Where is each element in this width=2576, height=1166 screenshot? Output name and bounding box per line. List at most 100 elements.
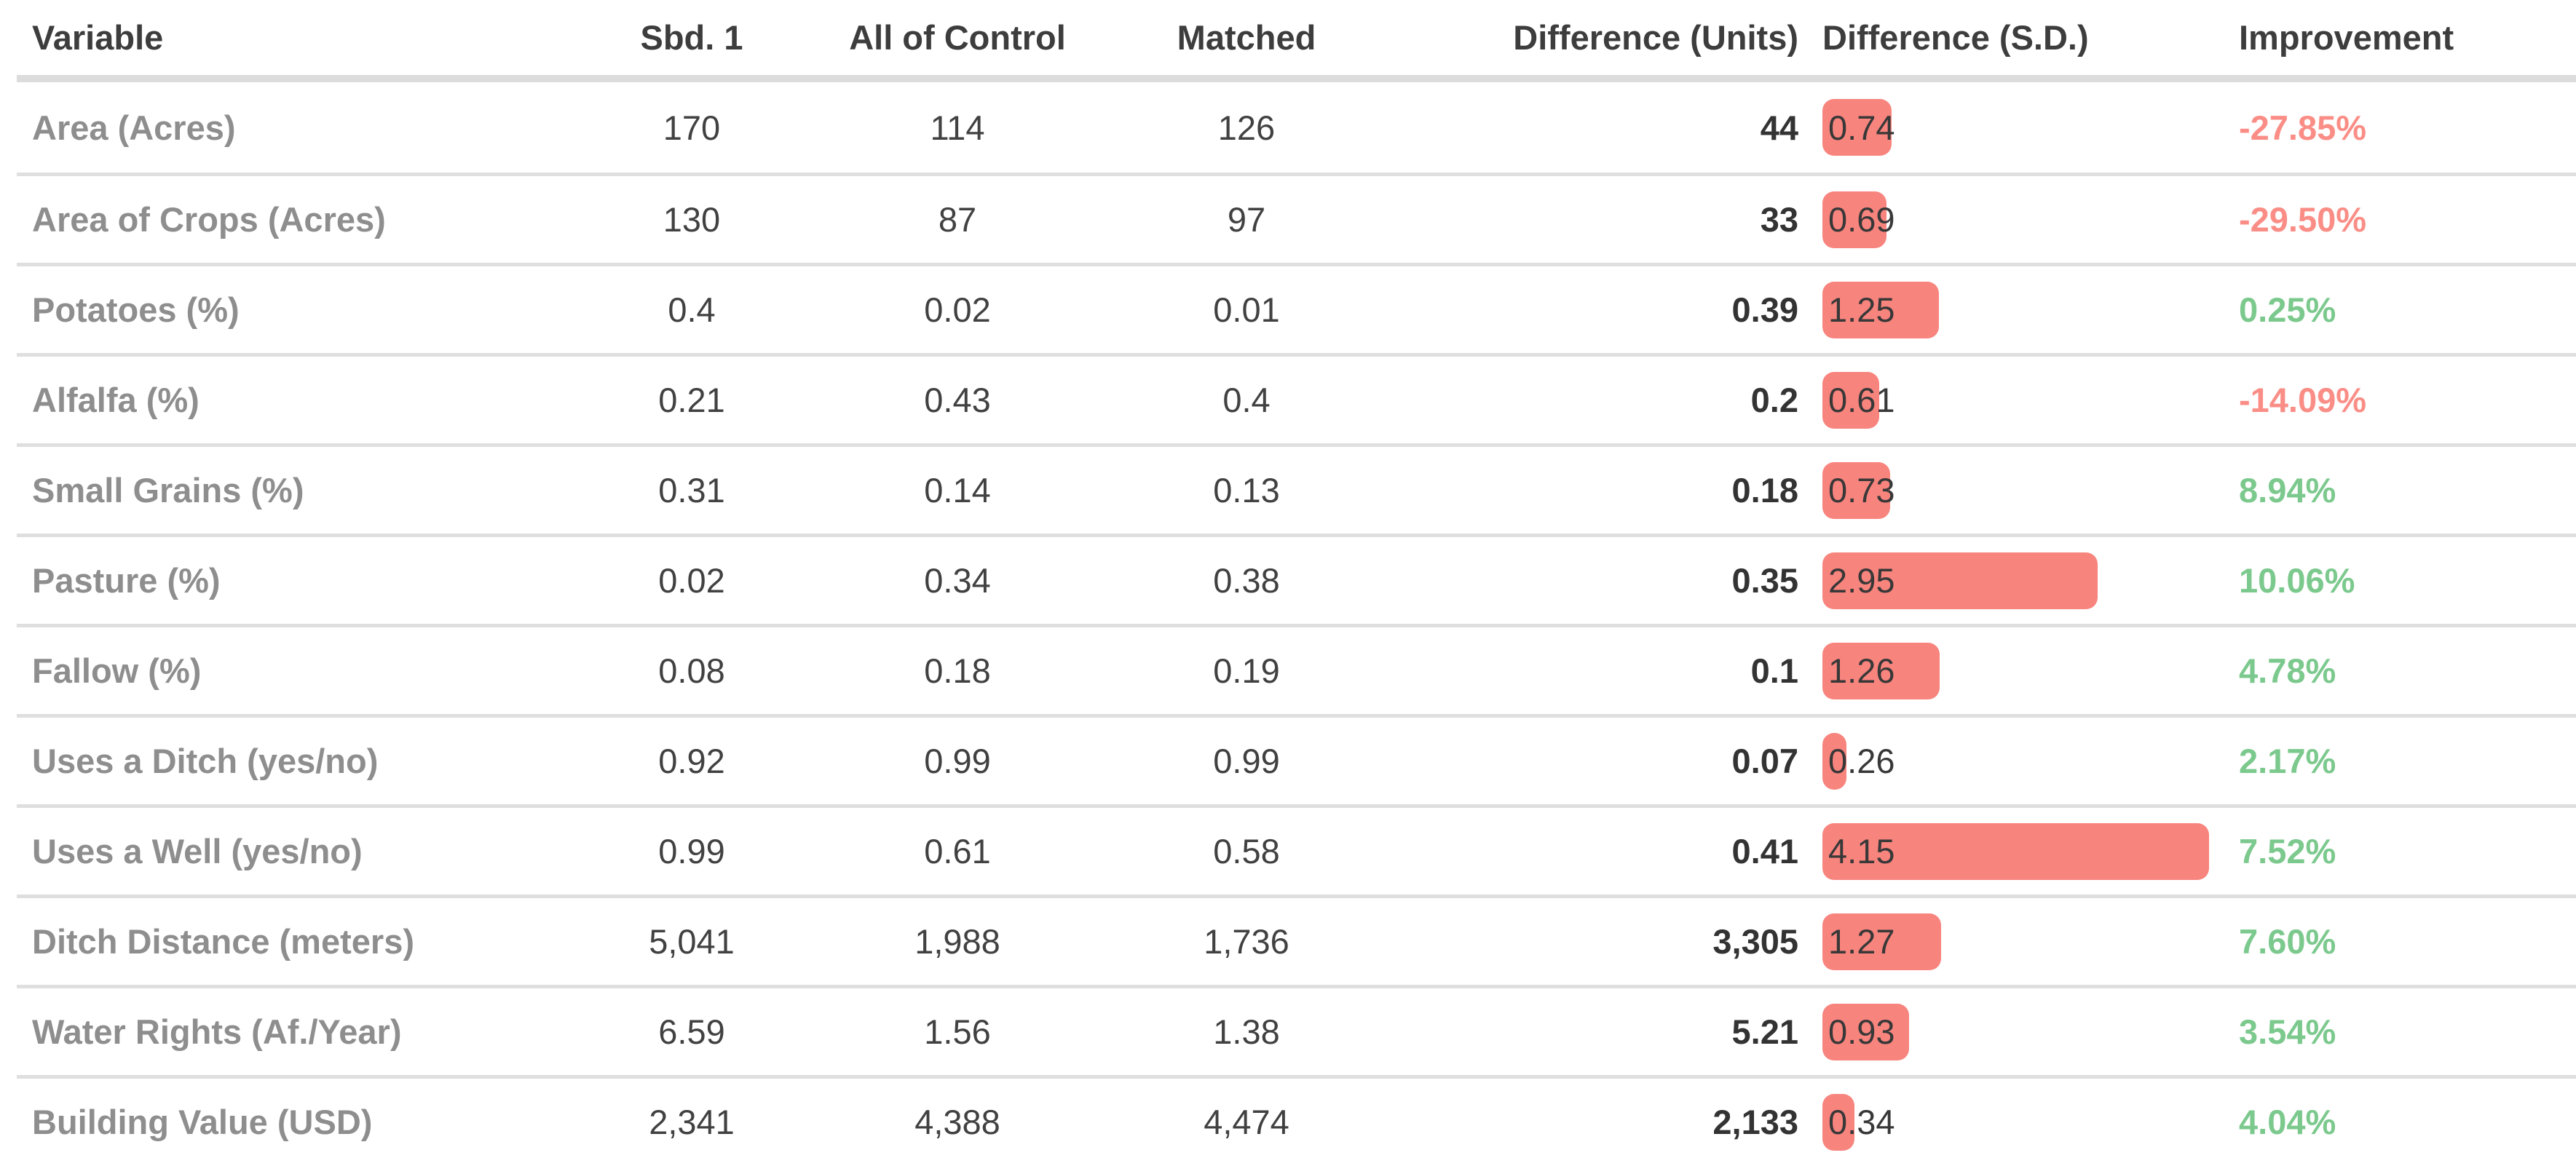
improvement-value: -14.09% [2239,381,2367,419]
variable-label: Area of Crops (Acres) [32,200,386,239]
difference-sd-value: 4.15 [1828,832,1895,870]
variable-label: Ditch Distance (meters) [32,922,414,961]
difference-sd-value: 2.95 [1828,561,1895,600]
difference-units-value: 3,305 [1712,922,1798,961]
difference-sd-cell: 1.26 [1798,627,2239,714]
sbd1-value: 0.92 [658,742,725,780]
column-header-all-of-control: All of Control [849,18,1066,57]
table-row: Water Rights (Af./Year) 6.59 1.56 1.38 5… [17,985,2576,1075]
control-value: 0.43 [924,381,991,419]
improvement-value: 3.54% [2239,1012,2336,1051]
difference-sd-bar [1822,913,1941,970]
difference-sd-value: 1.27 [1828,922,1895,961]
difference-sd-cell: 0.34 [1798,1079,2239,1165]
table-header-row: Variable Sbd. 1 All of Control Matched D… [17,0,2576,82]
improvement-value: 7.52% [2239,832,2336,870]
table-row: Uses a Ditch (yes/no) 0.92 0.99 0.99 0.0… [17,714,2576,804]
table-row: Area of Crops (Acres) 130 87 97 33 0.69 … [17,172,2576,263]
difference-units-value: 0.07 [1731,742,1798,780]
difference-sd-bar [1822,281,1939,338]
table-row: Ditch Distance (meters) 5,041 1,988 1,73… [17,895,2576,985]
table-row: Area (Acres) 170 114 126 44 0.74 -27.85% [17,82,2576,172]
matched-value: 0.13 [1213,471,1280,509]
difference-sd-cell: 0.74 [1798,82,2239,172]
difference-sd-bar [1822,1003,1909,1060]
difference-sd-bar [1822,99,1892,156]
difference-units-value: 0.2 [1750,381,1798,419]
difference-sd-cell: 4.15 [1798,808,2239,895]
improvement-value: 4.78% [2239,651,2336,690]
matched-value: 0.38 [1213,561,1280,600]
column-header-difference-sd: Difference (S.D.) [1822,18,2089,57]
table-row: Potatoes (%) 0.4 0.02 0.01 0.39 1.25 0.2… [17,263,2576,353]
variable-label: Uses a Well (yes/no) [32,832,363,870]
control-value: 0.61 [924,832,991,870]
table-row: Fallow (%) 0.08 0.18 0.19 0.1 1.26 4.78% [17,624,2576,714]
matched-value: 97 [1227,200,1266,239]
sbd1-value: 2,341 [649,1103,735,1141]
difference-sd-cell: 1.25 [1798,266,2239,353]
improvement-value: 0.25% [2239,290,2336,329]
variable-label: Building Value (USD) [32,1103,373,1141]
difference-sd-bar [1822,552,2098,609]
difference-units-value: 44 [1760,108,1798,147]
matched-value: 0.01 [1213,290,1280,329]
difference-sd-bar [1822,371,1879,429]
sbd1-value: 0.21 [658,381,725,419]
control-value: 114 [930,108,985,147]
difference-sd-value: 0.74 [1828,108,1895,147]
improvement-value: 4.04% [2239,1103,2336,1141]
sbd1-value: 0.4 [668,290,716,329]
difference-sd-cell: 0.93 [1798,988,2239,1075]
difference-sd-value: 0.61 [1828,381,1895,419]
difference-sd-bar [1822,732,1846,790]
difference-sd-value: 0.73 [1828,471,1895,509]
matched-value: 0.58 [1213,832,1280,870]
difference-sd-cell: 0.73 [1798,447,2239,534]
improvement-value: 2.17% [2239,742,2336,780]
control-value: 4,388 [914,1103,1000,1141]
matched-value: 1.38 [1213,1012,1280,1051]
control-value: 0.99 [924,742,991,780]
variable-label: Potatoes (%) [32,290,240,329]
difference-units-value: 0.41 [1731,832,1798,870]
variable-label: Fallow (%) [32,651,202,690]
sbd1-value: 0.08 [658,651,725,690]
difference-units-value: 0.35 [1731,561,1798,600]
control-value: 87 [938,200,977,239]
matched-value: 126 [1217,108,1276,147]
table-body: Area (Acres) 170 114 126 44 0.74 -27.85%… [17,82,2576,1165]
difference-sd-value: 0.26 [1828,742,1895,780]
difference-sd-cell: 0.69 [1798,176,2239,263]
control-value: 1.56 [924,1012,991,1051]
matched-value: 0.99 [1213,742,1280,780]
matched-value: 4,474 [1204,1103,1289,1141]
difference-units-value: 0.39 [1731,290,1798,329]
control-value: 0.18 [924,651,991,690]
difference-sd-value: 0.93 [1828,1012,1895,1051]
improvement-value: 8.94% [2239,471,2336,509]
difference-sd-cell: 0.61 [1798,357,2239,443]
difference-sd-bar [1822,191,1886,248]
column-header-matched: Matched [1177,18,1316,57]
table-row: Building Value (USD) 2,341 4,388 4,474 2… [17,1075,2576,1165]
table-row: Small Grains (%) 0.31 0.14 0.13 0.18 0.7… [17,443,2576,534]
column-header-difference-units: Difference (Units) [1513,18,1798,57]
difference-sd-value: 0.69 [1828,200,1895,239]
variable-label: Small Grains (%) [32,471,304,509]
table-row: Pasture (%) 0.02 0.34 0.38 0.35 2.95 10.… [17,534,2576,624]
control-value: 0.02 [924,290,991,329]
difference-sd-cell: 2.95 [1798,537,2239,624]
matched-value: 1,736 [1204,922,1289,961]
variable-label: Pasture (%) [32,561,221,600]
difference-units-value: 0.18 [1731,471,1798,509]
table-row: Alfalfa (%) 0.21 0.43 0.4 0.2 0.61 -14.0… [17,353,2576,443]
variable-label: Alfalfa (%) [32,381,199,419]
column-header-improvement: Improvement [2239,18,2454,57]
column-header-sbd1: Sbd. 1 [640,18,743,57]
difference-units-value: 0.1 [1750,651,1798,690]
variable-label: Area (Acres) [32,108,236,147]
difference-sd-value: 1.26 [1828,651,1895,690]
sbd1-value: 170 [663,108,721,147]
difference-sd-cell: 0.26 [1798,718,2239,804]
